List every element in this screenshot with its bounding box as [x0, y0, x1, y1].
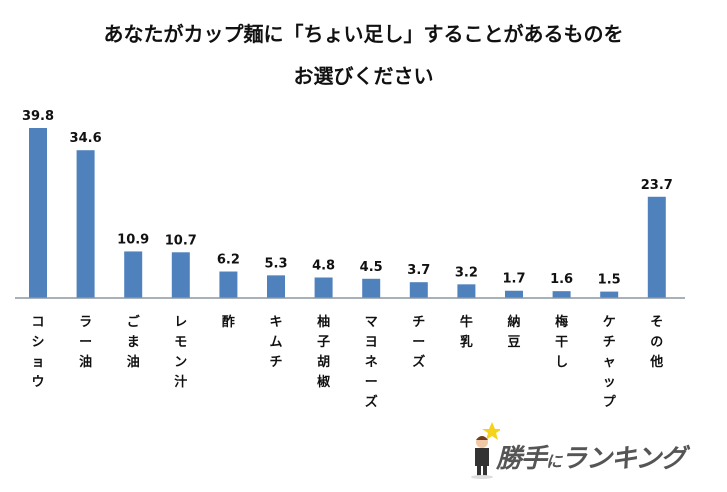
- value-label: 1.5: [598, 273, 621, 288]
- chart-title-line-1: あなたがカップ麺に「ちょい足し」することがあるものを: [103, 22, 624, 46]
- bar: [219, 271, 238, 298]
- site-logo: 勝手にランキング: [470, 420, 690, 480]
- category-label: チーズ: [412, 315, 425, 370]
- category-label: その他: [649, 315, 663, 370]
- bar-chart: 39.8 コショウ 34.6 ラー油 10.9 ごま油 10.7 レモン汁 6.2 酢 5.3 キムチ…: [15, 109, 685, 410]
- businessman-star-icon: [471, 422, 500, 479]
- category-label: 柚子胡椒: [317, 314, 330, 390]
- value-label: 10.7: [165, 233, 197, 248]
- bar: [647, 196, 666, 298]
- category-label: 納豆: [507, 314, 520, 350]
- value-label: 4.5: [360, 260, 383, 275]
- bar: [267, 275, 285, 298]
- category-label: 酢: [222, 314, 235, 330]
- logo-text-small: に: [546, 452, 562, 471]
- bar: [505, 290, 523, 298]
- value-label: 4.8: [312, 258, 335, 273]
- bar: [409, 282, 428, 298]
- bar: [76, 150, 95, 298]
- bar: [552, 291, 571, 298]
- bar: [171, 252, 190, 298]
- bar: [362, 278, 381, 298]
- value-label: 23.7: [641, 178, 673, 193]
- value-label: 3.7: [407, 263, 430, 278]
- chart-title-line-2: お選びください: [293, 64, 434, 88]
- category-label: ごま油: [127, 314, 141, 370]
- logo-text-end: ランキング: [561, 444, 686, 474]
- category-label: マヨネーズ: [365, 315, 378, 410]
- bar: [600, 291, 619, 298]
- category-label: ケチャップ: [603, 315, 617, 410]
- value-label: 34.6: [70, 131, 102, 146]
- bar: [314, 277, 333, 298]
- value-label: 6.2: [217, 253, 240, 268]
- value-label: 39.8: [22, 109, 54, 124]
- category-label: コショウ: [31, 315, 44, 390]
- category-label: 牛乳: [460, 314, 473, 350]
- value-label: 1.6: [550, 272, 573, 287]
- value-label: 5.3: [264, 256, 287, 271]
- value-label: 1.7: [502, 272, 525, 287]
- bar: [457, 284, 476, 298]
- bar: [29, 128, 47, 298]
- bar: [124, 251, 143, 298]
- logo-text-main: 勝手: [496, 444, 547, 474]
- category-label: 梅干し: [555, 314, 568, 370]
- value-label: 3.2: [455, 265, 478, 280]
- category-label: レモン汁: [174, 315, 187, 390]
- category-label: ラー油: [79, 315, 92, 370]
- value-label: 10.9: [117, 232, 149, 247]
- category-label: キムチ: [269, 315, 282, 370]
